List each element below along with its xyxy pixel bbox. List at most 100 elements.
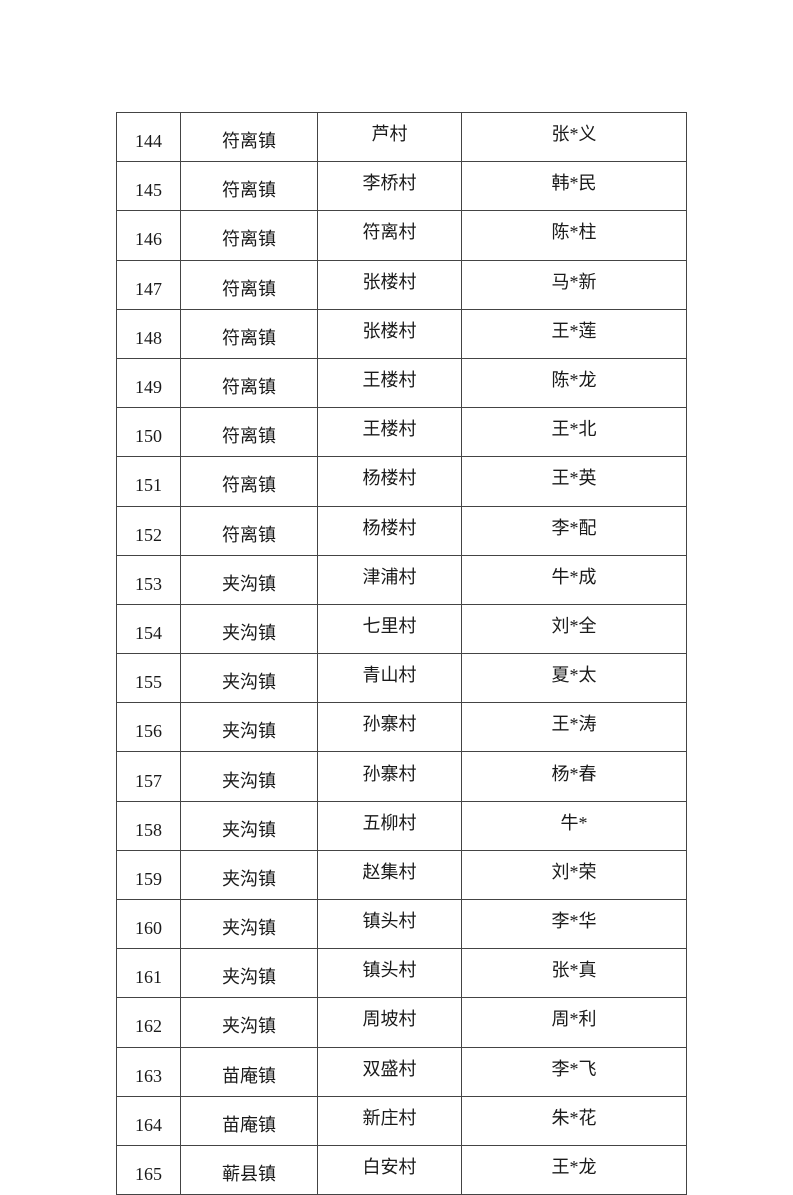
town-cell: 夹沟镇 bbox=[180, 997, 318, 1048]
row-number-cell: 145 bbox=[116, 161, 181, 212]
village-cell: 津浦村 bbox=[317, 554, 462, 605]
row-number-cell: 150 bbox=[116, 407, 181, 458]
row-number-cell: 158 bbox=[116, 800, 181, 851]
row-number-cell: 160 bbox=[116, 898, 181, 950]
village-cell: 符离村 bbox=[317, 210, 462, 261]
row-number-cell: 157 bbox=[116, 751, 181, 802]
name-cell: 刘*荣 bbox=[461, 849, 687, 901]
village-cell: 张楼村 bbox=[317, 308, 462, 359]
table-row: 148 符离镇 张楼村 王*莲 bbox=[116, 308, 687, 359]
town-cell: 夹沟镇 bbox=[180, 653, 318, 704]
table-row: 153 夹沟镇 津浦村 牛*成 bbox=[116, 554, 687, 605]
town-cell: 夹沟镇 bbox=[180, 702, 318, 753]
town-cell: 符离镇 bbox=[180, 357, 318, 409]
table-row: 150 符离镇 王楼村 王*北 bbox=[116, 407, 687, 458]
name-cell: 张*真 bbox=[461, 948, 687, 999]
village-cell: 芦村 bbox=[317, 111, 462, 163]
name-cell: 陈*柱 bbox=[461, 210, 687, 261]
name-cell: 牛*成 bbox=[461, 554, 687, 605]
table-row: 161 夹沟镇 镇头村 张*真 bbox=[116, 948, 687, 999]
name-cell: 王*龙 bbox=[461, 1144, 687, 1195]
town-cell: 符离镇 bbox=[180, 308, 318, 359]
village-cell: 周坡村 bbox=[317, 997, 462, 1048]
row-number-cell: 165 bbox=[116, 1144, 181, 1195]
name-cell: 杨*春 bbox=[461, 751, 687, 802]
table-row: 149 符离镇 王楼村 陈*龙 bbox=[116, 357, 687, 409]
town-cell: 符离镇 bbox=[180, 161, 318, 212]
village-cell: 孙寨村 bbox=[317, 751, 462, 802]
village-cell: 赵集村 bbox=[317, 849, 462, 901]
village-cell: 镇头村 bbox=[317, 948, 462, 999]
name-cell: 张*义 bbox=[461, 111, 687, 163]
town-cell: 夹沟镇 bbox=[180, 898, 318, 950]
town-cell: 夹沟镇 bbox=[180, 800, 318, 851]
name-cell: 李*配 bbox=[461, 505, 687, 556]
village-cell: 七里村 bbox=[317, 603, 462, 655]
name-cell: 陈*龙 bbox=[461, 357, 687, 409]
town-cell: 夹沟镇 bbox=[180, 554, 318, 605]
town-cell: 蕲县镇 bbox=[180, 1144, 318, 1195]
row-number-cell: 146 bbox=[116, 210, 181, 261]
table-body: 144 符离镇 芦村 张*义 145 符离镇 李桥村 韩*民 146 符离镇 符离村 陈*柱 147 符离… bbox=[116, 111, 687, 1195]
name-cell: 周*利 bbox=[461, 997, 687, 1048]
village-cell: 杨楼村 bbox=[317, 456, 462, 507]
row-number-cell: 154 bbox=[116, 603, 181, 655]
name-cell: 韩*民 bbox=[461, 161, 687, 212]
row-number-cell: 149 bbox=[116, 357, 181, 409]
table-row: 163 苗庵镇 双盛村 李*飞 bbox=[116, 1046, 687, 1097]
village-cell: 王楼村 bbox=[317, 357, 462, 409]
row-number-cell: 162 bbox=[116, 997, 181, 1048]
table-row: 156 夹沟镇 孙寨村 王*涛 bbox=[116, 702, 687, 753]
row-number-cell: 152 bbox=[116, 505, 181, 556]
name-cell: 王*莲 bbox=[461, 308, 687, 359]
village-cell: 五柳村 bbox=[317, 800, 462, 851]
village-cell: 白安村 bbox=[317, 1144, 462, 1195]
town-cell: 夹沟镇 bbox=[180, 948, 318, 999]
name-cell: 马*新 bbox=[461, 259, 687, 310]
town-cell: 符离镇 bbox=[180, 407, 318, 458]
village-cell: 王楼村 bbox=[317, 407, 462, 458]
row-number-cell: 163 bbox=[116, 1046, 181, 1097]
table-row: 154 夹沟镇 七里村 刘*全 bbox=[116, 603, 687, 655]
town-cell: 夹沟镇 bbox=[180, 603, 318, 655]
table-row: 151 符离镇 杨楼村 王*英 bbox=[116, 456, 687, 507]
name-cell: 王*英 bbox=[461, 456, 687, 507]
table-row: 160 夹沟镇 镇头村 李*华 bbox=[116, 898, 687, 950]
village-cell: 青山村 bbox=[317, 653, 462, 704]
table-row: 157 夹沟镇 孙寨村 杨*春 bbox=[116, 751, 687, 802]
village-cell: 杨楼村 bbox=[317, 505, 462, 556]
name-cell: 刘*全 bbox=[461, 603, 687, 655]
village-cell: 镇头村 bbox=[317, 898, 462, 950]
town-cell: 符离镇 bbox=[180, 259, 318, 310]
town-cell: 符离镇 bbox=[180, 210, 318, 261]
name-cell: 王*北 bbox=[461, 407, 687, 458]
row-number-cell: 156 bbox=[116, 702, 181, 753]
name-cell: 牛* bbox=[461, 800, 687, 851]
recipient-table: 144 符离镇 芦村 张*义 145 符离镇 李桥村 韩*民 146 符离镇 符离村 陈*柱 147 符离… bbox=[116, 111, 687, 1195]
row-number-cell: 147 bbox=[116, 259, 181, 310]
row-number-cell: 159 bbox=[116, 849, 181, 901]
table-row: 158 夹沟镇 五柳村 牛* bbox=[116, 800, 687, 851]
town-cell: 苗庵镇 bbox=[180, 1046, 318, 1097]
table-row: 144 符离镇 芦村 张*义 bbox=[116, 111, 687, 163]
town-cell: 符离镇 bbox=[180, 111, 318, 163]
name-cell: 夏*太 bbox=[461, 653, 687, 704]
table-row: 162 夹沟镇 周坡村 周*利 bbox=[116, 997, 687, 1048]
town-cell: 夹沟镇 bbox=[180, 849, 318, 901]
table-row: 146 符离镇 符离村 陈*柱 bbox=[116, 210, 687, 261]
table-row: 147 符离镇 张楼村 马*新 bbox=[116, 259, 687, 310]
village-cell: 双盛村 bbox=[317, 1046, 462, 1097]
name-cell: 王*涛 bbox=[461, 702, 687, 753]
table-row: 152 符离镇 杨楼村 李*配 bbox=[116, 505, 687, 556]
row-number-cell: 155 bbox=[116, 653, 181, 704]
table-row: 155 夹沟镇 青山村 夏*太 bbox=[116, 653, 687, 704]
row-number-cell: 151 bbox=[116, 456, 181, 507]
table-row: 145 符离镇 李桥村 韩*民 bbox=[116, 161, 687, 212]
village-cell: 张楼村 bbox=[317, 259, 462, 310]
table-row: 159 夹沟镇 赵集村 刘*荣 bbox=[116, 849, 687, 901]
name-cell: 李*华 bbox=[461, 898, 687, 950]
table-row: 165 蕲县镇 白安村 王*龙 bbox=[116, 1144, 687, 1195]
name-cell: 李*飞 bbox=[461, 1046, 687, 1097]
town-cell: 夹沟镇 bbox=[180, 751, 318, 802]
town-cell: 符离镇 bbox=[180, 505, 318, 556]
